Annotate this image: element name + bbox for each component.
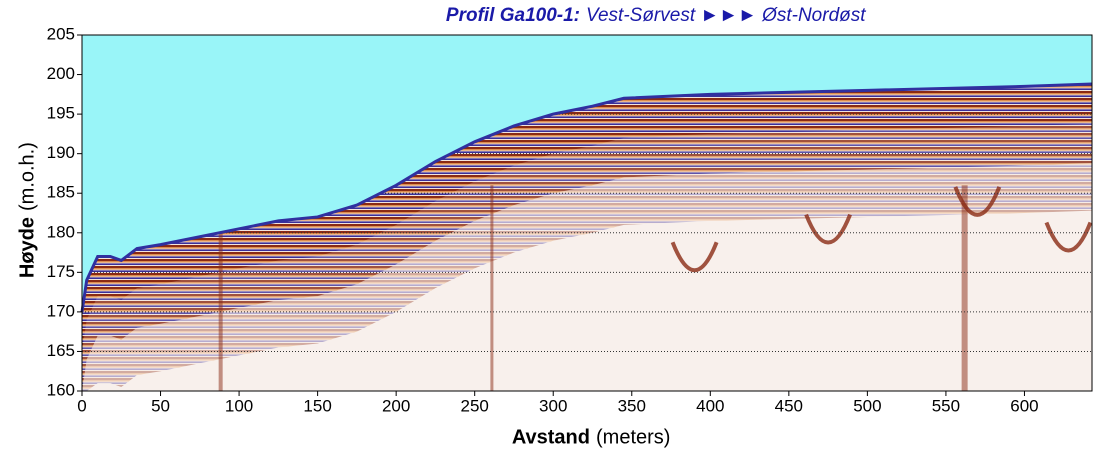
x-tick-label: 600: [1010, 396, 1038, 415]
x-tick-label: 250: [461, 396, 489, 415]
x-tick-label: 50: [151, 396, 170, 415]
plot-area: 160 165 170 175 180 185 190 195 200 205 0 50 100 150 2…: [47, 24, 1093, 415]
x-tick-label: 300: [539, 396, 567, 415]
hyperbola: [1044, 221, 1093, 253]
y-label: Høyde (m.o.h.): [16, 142, 38, 278]
x-label-rest: (meters): [596, 426, 670, 448]
air-area: [82, 35, 1092, 312]
vertical-noise: [490, 185, 494, 391]
plot-frame: [81, 34, 1093, 392]
y-label-rest: (m.o.h.): [16, 142, 38, 211]
y-tick-label: 190: [47, 143, 75, 162]
reflection-band: [82, 84, 1092, 391]
surface-line: [80, 82, 1093, 313]
chart-title: Profil Ga100-1: Vest-Sørvest ►►► Øst-Nor…: [446, 5, 866, 26]
x-label-bold: Avstand: [512, 426, 590, 448]
x-tick-label: 500: [853, 396, 881, 415]
x-tick-label: 200: [382, 396, 410, 415]
y-tick-label: 170: [47, 301, 75, 320]
x-tick-label: 350: [618, 396, 646, 415]
x-tick-label: 450: [775, 396, 803, 415]
x-tick-label: 400: [696, 396, 724, 415]
hyperbola: [953, 186, 1002, 217]
y-tick-label: 165: [47, 341, 75, 360]
y-tick-label: 180: [47, 222, 75, 241]
y-tick-label: 205: [47, 24, 75, 43]
y-tick-label: 185: [47, 183, 75, 202]
y-tick-label: 200: [47, 64, 75, 83]
y-tick-label: 160: [47, 380, 75, 399]
x-tick-label: 100: [225, 396, 253, 415]
y-tick-label: 175: [47, 262, 75, 281]
x-tick-label: 550: [932, 396, 960, 415]
x-tick-label: 150: [303, 396, 331, 415]
vertical-noise: [218, 185, 223, 391]
vertical-noise: [961, 185, 968, 391]
hyperbola: [670, 241, 719, 273]
y-label-bold: Høyde: [16, 217, 38, 278]
hyperbola: [804, 213, 852, 245]
reflection-band: [82, 84, 1092, 352]
y-tick-label: 195: [47, 104, 75, 123]
title-rest: Vest-Sørvest ►►► Øst-Nordøst: [586, 5, 866, 26]
title-bold: Profil Ga100-1:: [446, 5, 580, 26]
x-tick-label: 0: [77, 396, 86, 415]
